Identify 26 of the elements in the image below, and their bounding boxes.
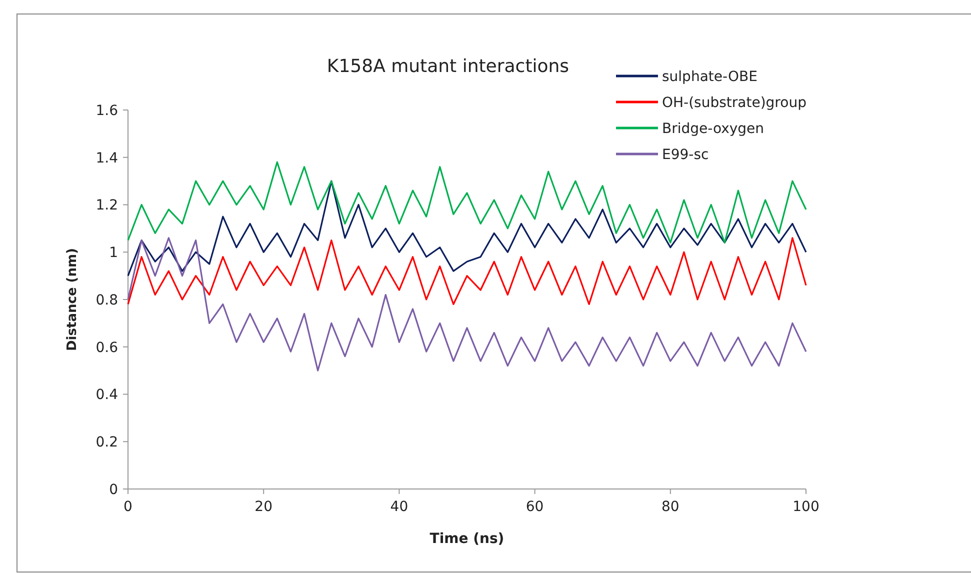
y-tick-label: 1.6 — [96, 102, 118, 119]
y-tick-label: 0.8 — [96, 292, 118, 308]
legend-label: Bridge-oxygen — [662, 120, 764, 137]
x-tick-label: 40 — [390, 499, 408, 515]
y-axis-title: Distance (nm) — [65, 248, 80, 351]
x-tick-label: 100 — [792, 499, 820, 515]
y-tick-label: 1.4 — [96, 150, 118, 166]
y-tick-label: 0.4 — [96, 387, 118, 404]
y-tick-label: 0 — [109, 482, 118, 498]
x-tick-label: 0 — [124, 499, 132, 515]
chart-title: K158A mutant interactions — [326, 56, 570, 77]
y-tick-label: 0.6 — [96, 340, 118, 356]
line-series — [127, 237, 807, 372]
line-series — [127, 180, 807, 277]
y-tick-label: 1.2 — [96, 198, 118, 214]
x-tick-label: 20 — [254, 499, 273, 515]
line-series — [127, 161, 807, 244]
x-tick-label: 60 — [526, 499, 544, 515]
legend-label: sulphate-OBE — [662, 68, 758, 85]
y-tick-label: 1 — [109, 245, 118, 262]
line-series — [127, 237, 807, 306]
x-axis-title: Time (ns) — [430, 531, 504, 547]
y-tick-label: 0.2 — [96, 434, 118, 451]
x-tick-label: 80 — [661, 499, 680, 515]
legend-label: E99-sc — [662, 146, 709, 163]
legend-label: OH-(substrate)group — [662, 94, 807, 111]
